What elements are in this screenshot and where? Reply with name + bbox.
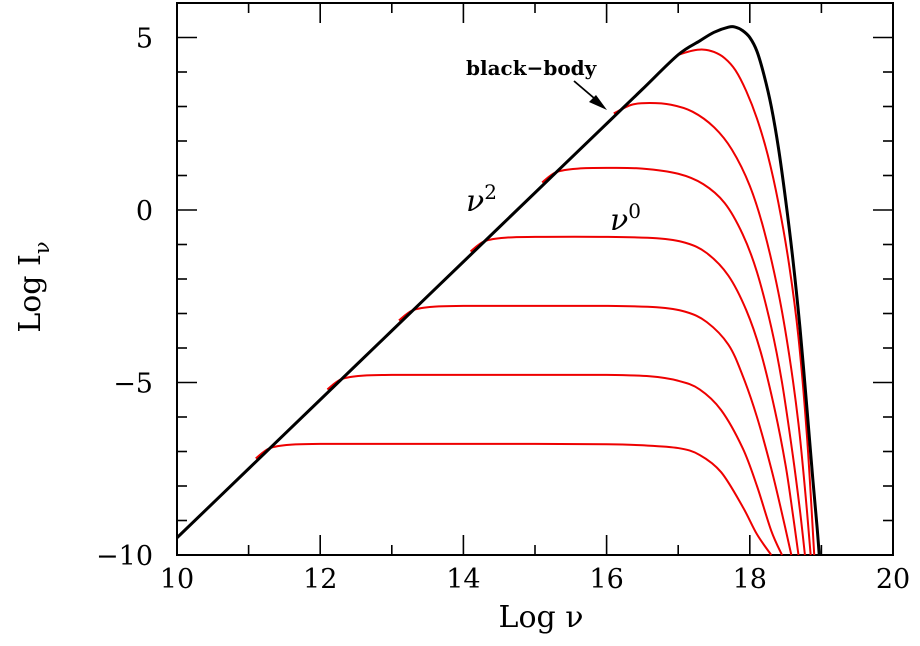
plot-frame-group <box>176 2 894 556</box>
black-body-annotation: black−body <box>466 56 598 80</box>
y-axis-label-group: Log Iν <box>13 241 54 332</box>
red-spectrum-curve <box>398 304 793 556</box>
x-tick-label: 18 <box>733 564 767 595</box>
nu-zero-exponent: 0 <box>628 199 641 223</box>
black-body-curve <box>175 25 821 556</box>
red-spectrum-curve <box>677 48 816 556</box>
y-axis-label-main: Log I <box>13 254 48 333</box>
red-spectrum-curve <box>541 166 806 556</box>
axis-ticks <box>176 2 894 556</box>
nu-zero-base: ν <box>610 203 628 238</box>
nu-squared-annotation: ν2 <box>466 180 497 219</box>
y-tick-label: −10 <box>96 541 153 572</box>
black-body-arrowhead <box>589 95 607 110</box>
x-tick-label: 14 <box>446 564 480 595</box>
y-tick-label: 0 <box>136 196 153 227</box>
red-spectrum-curve <box>613 102 812 556</box>
x-axis-label-group: Log ν <box>499 600 584 635</box>
y-axis-label: Log Iν <box>13 241 54 332</box>
series-group <box>175 25 821 556</box>
y-axis-label-subscript: ν <box>30 241 54 254</box>
nu-squared-base: ν <box>466 184 484 219</box>
red-spectrum-curve <box>469 235 800 556</box>
y-tick-label: −5 <box>113 369 153 400</box>
axis-tick-labels: 10 12 14 16 18 20−10−505 <box>96 24 910 596</box>
plot-frame <box>176 2 894 556</box>
red-spectrum-curve <box>326 373 783 556</box>
red-spectrum-curve <box>255 442 773 556</box>
nu-zero-annotation: ν0 <box>610 199 641 238</box>
x-tick-label: 16 <box>589 564 623 595</box>
x-axis-label: Log ν <box>499 600 584 635</box>
x-tick-label: 12 <box>303 564 337 595</box>
x-tick-label: 10 <box>160 564 194 595</box>
y-tick-label: 5 <box>136 24 153 55</box>
nu-squared-exponent: 2 <box>484 180 497 204</box>
x-tick-label: 20 <box>876 564 910 595</box>
